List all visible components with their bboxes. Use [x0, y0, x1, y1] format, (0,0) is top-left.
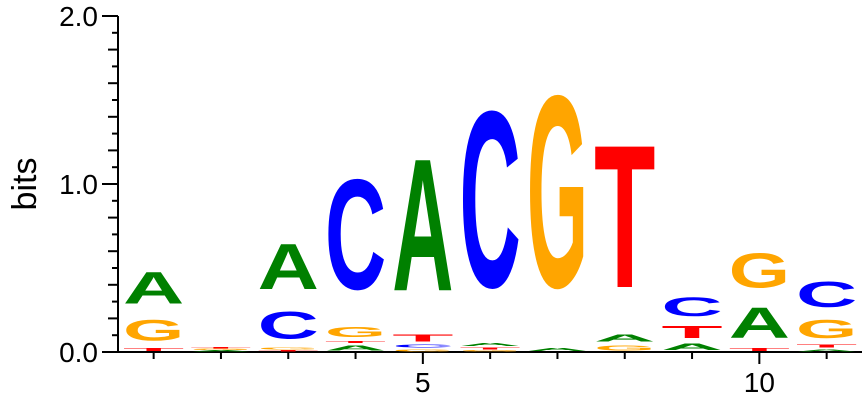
logo-letter-t: T: [392, 332, 453, 344]
y-tick-label: 0.0: [59, 337, 98, 368]
logo-letter-c: C: [392, 344, 453, 349]
logo-letter-t: T: [258, 350, 319, 352]
logo-stack-pos-8: GAT: [594, 103, 655, 352]
x-axis: 5 10: [117, 351, 862, 398]
logo-letter-t: T: [123, 347, 184, 352]
logo-letter-t: T: [661, 322, 722, 342]
logo-letter-g: G: [392, 349, 453, 352]
logo-letter-g: G: [325, 324, 386, 341]
logo-letter-a: A: [123, 264, 184, 314]
y-axis-label: bits: [6, 158, 44, 211]
y-tick-label: 2.0: [59, 1, 98, 32]
logo-letter-a: A: [796, 349, 857, 352]
logo-letter-a: A: [258, 231, 319, 303]
logo-letter-a: A: [594, 332, 655, 344]
logo-stack-pos-7: AG: [527, 38, 588, 352]
logo-letter-g: G: [258, 347, 319, 350]
logo-stack-pos-1: TGA: [123, 264, 184, 352]
logo-letter-g: G: [796, 315, 857, 343]
logo-letter-t: T: [796, 344, 857, 349]
x-tick-label: 5: [415, 367, 431, 398]
y-axis: 0.0 1.0 2.0 bits: [6, 1, 119, 368]
logo-stack-pos-2: AGT: [190, 347, 251, 352]
logo-stack-pos-10: TAG: [729, 242, 790, 352]
logo-letter-t: T: [460, 347, 521, 350]
logo-letter-t: T: [594, 103, 655, 331]
logo-letter-a: A: [661, 342, 722, 352]
x-tick-label: 10: [744, 367, 775, 398]
logo-letter-a: A: [729, 299, 790, 347]
y-tick-group: 0.0 1.0 2.0: [59, 1, 118, 368]
logo-letter-a: A: [325, 344, 386, 352]
logo-letter-g: G: [729, 242, 790, 298]
logo-letter-g: G: [527, 38, 588, 345]
logo-letter-c: C: [796, 275, 857, 315]
logo-letter-g: G: [190, 349, 251, 351]
logo-letter-a: A: [460, 342, 521, 347]
logo-letter-a: A: [527, 347, 588, 352]
logo-letter-g: G: [460, 350, 521, 352]
logo-letter-c: C: [661, 292, 722, 322]
logo-letter-t: T: [729, 347, 790, 352]
y-tick-label: 1.0: [59, 169, 98, 200]
x-tick-group: 5 10: [152, 352, 828, 398]
logo-letter-a: A: [392, 120, 453, 332]
logo-letter-t: T: [325, 340, 386, 343]
logo-letter-t: T: [190, 347, 251, 349]
logo-letter-c: C: [460, 59, 521, 340]
logo-stack-pos-9: ATC: [661, 292, 722, 352]
logo-letter-c: C: [258, 303, 319, 347]
logo-letter-g: G: [123, 313, 184, 347]
logo-letter-c: C: [325, 146, 386, 323]
logo-letter-a: A: [190, 350, 251, 352]
logo-letter-g: G: [594, 344, 655, 352]
